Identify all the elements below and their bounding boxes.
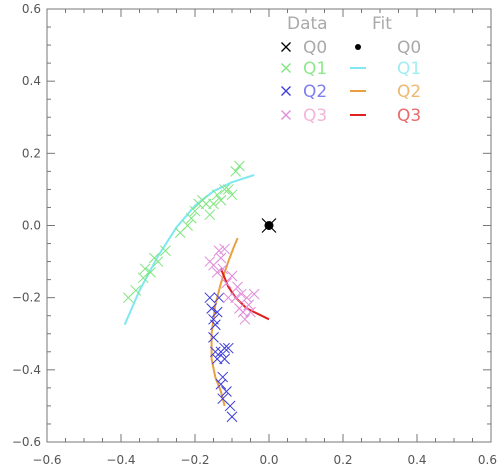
data-point-q1 <box>137 272 149 284</box>
data-point-q1 <box>226 189 238 201</box>
legend-header-data: Data <box>287 14 328 34</box>
data-point-q1 <box>219 184 230 195</box>
x-tick-label: 0.6 <box>478 453 497 467</box>
data-point-q1 <box>211 189 223 201</box>
data-point-q3 <box>245 306 256 318</box>
data-point-q3 <box>211 267 223 278</box>
legend-header-fit: Fit <box>372 14 392 34</box>
x-tick-label: −0.6 <box>32 453 61 467</box>
data-point-q1 <box>215 194 227 206</box>
data-point-q1 <box>208 198 219 210</box>
data-point-q2 <box>222 342 234 354</box>
data-point-q0 <box>261 218 277 233</box>
data-point-q3 <box>226 270 238 282</box>
y-tick-label: −0.2 <box>12 291 41 305</box>
x-tick-label: 0.0 <box>259 453 278 467</box>
data-point-q1 <box>189 205 201 217</box>
data-point-q2 <box>217 371 229 383</box>
legend-label-fit-q3: Q3 <box>397 106 421 126</box>
data-point-q2 <box>221 386 232 397</box>
legend-label-fit-q2: Q2 <box>397 82 421 102</box>
data-points <box>123 160 277 423</box>
x-tick-label: 0.2 <box>333 453 352 467</box>
tick-marks <box>46 8 492 443</box>
data-point-q2 <box>206 303 218 314</box>
data-point-q3 <box>222 292 234 304</box>
data-point-q1 <box>230 166 242 177</box>
data-point-q1 <box>182 220 193 231</box>
data-point-q2 <box>226 411 238 423</box>
data-point-q3 <box>243 299 255 311</box>
legend-label-data-q0: Q0 <box>303 38 327 58</box>
y-tick-label: 0.6 <box>22 2 41 16</box>
fit-curve-q3 <box>219 268 270 321</box>
data-point-q3 <box>232 281 243 293</box>
data-point-q3 <box>237 306 249 318</box>
data-point-q3 <box>248 288 260 300</box>
legend-marker-data-q0 <box>281 42 291 52</box>
data-point-q1 <box>145 267 156 278</box>
legend-marker-fit-q0 <box>355 44 361 50</box>
data-point-q3 <box>219 243 230 255</box>
data-point-q1 <box>234 160 245 172</box>
data-point-q1 <box>160 245 171 257</box>
legend-label-data-q1: Q1 <box>303 59 327 79</box>
legend-marker-data-q3 <box>281 110 291 120</box>
legend-label-data-q2: Q2 <box>303 82 327 102</box>
data-point-q3 <box>217 263 229 275</box>
data-point-q1 <box>204 209 216 221</box>
data-point-q2 <box>224 400 236 412</box>
legend-marker-data-q1 <box>281 63 291 73</box>
x-tick-label: 0.4 <box>407 453 426 467</box>
data-point-q3 <box>230 292 242 304</box>
data-point-q1 <box>139 263 151 275</box>
legend-label-fit-q1: Q1 <box>397 59 421 79</box>
data-point-q2 <box>209 319 221 331</box>
y-tick-label: 0.2 <box>22 146 41 160</box>
data-point-q2 <box>219 342 230 354</box>
legend-label-data-q3: Q3 <box>303 106 327 126</box>
y-tick-label: −0.6 <box>12 435 41 449</box>
data-point-q2 <box>211 306 223 318</box>
data-point-q3 <box>239 313 251 325</box>
legend-marker-data-q2 <box>281 86 291 96</box>
data-point-q2 <box>211 353 223 365</box>
x-tick-label: −0.2 <box>180 453 209 467</box>
legend-label-fit-q0: Q0 <box>397 38 421 58</box>
data-point-q2 <box>215 378 227 390</box>
data-point-q2 <box>209 346 221 358</box>
data-point-q2 <box>208 332 219 343</box>
data-point-q2 <box>204 292 216 304</box>
data-point-q3 <box>235 288 247 300</box>
x-tick-labels: −0.6 −0.4 −0.2 0.0 0.2 0.4 0.6 <box>32 453 497 467</box>
data-point-q1 <box>222 184 234 195</box>
fit-curve-q1 <box>123 174 255 326</box>
data-point-q3 <box>215 252 227 264</box>
data-point-q2 <box>213 292 225 304</box>
y-tick-label: 0.0 <box>22 219 41 233</box>
data-point-q3 <box>241 292 253 304</box>
data-point-q3 <box>221 277 232 289</box>
data-point-q1 <box>130 285 142 296</box>
data-point-q2 <box>219 353 230 365</box>
data-point-q1 <box>200 198 212 210</box>
data-point-q1 <box>185 212 197 224</box>
data-point-q1 <box>152 256 164 267</box>
y-tick-label: 0.4 <box>22 74 41 88</box>
x-tick-label: −0.4 <box>106 453 135 467</box>
y-tick-label: −0.4 <box>12 363 41 377</box>
y-tick-labels: −0.6 −0.4 −0.2 0.0 0.2 0.4 0.6 <box>12 2 41 449</box>
